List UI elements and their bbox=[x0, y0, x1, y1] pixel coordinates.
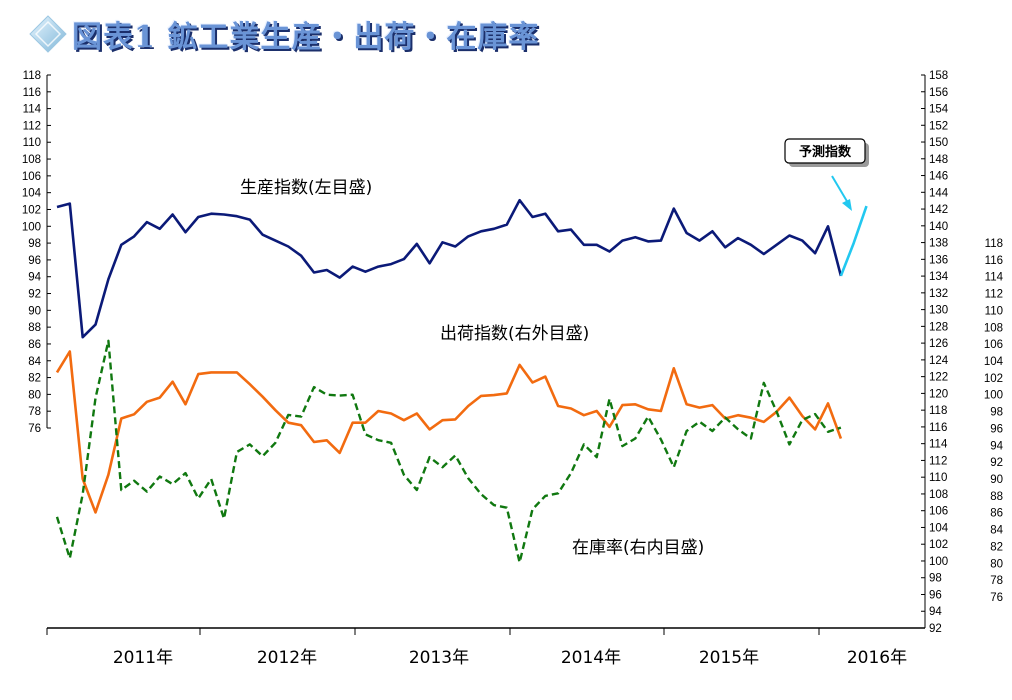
right-inner-tick-label: 94 bbox=[990, 440, 1003, 452]
right-inner-tick-label: 92 bbox=[990, 457, 1003, 469]
right-outer-tick-label: 150 bbox=[929, 137, 948, 149]
right-outer-tick-label: 134 bbox=[929, 271, 949, 283]
right-outer-tick-label: 144 bbox=[929, 187, 949, 199]
right-outer-tick-label: 98 bbox=[929, 573, 942, 585]
right-inner-tick-label: 80 bbox=[990, 558, 1003, 570]
right-outer-tick-label: 114 bbox=[929, 439, 948, 451]
right-outer-tick-label: 142 bbox=[929, 204, 948, 216]
right-outer-tick-label: 100 bbox=[929, 556, 948, 568]
left-tick-label: 90 bbox=[28, 305, 41, 317]
right-inner-tick-label: 96 bbox=[990, 423, 1003, 435]
right-inner-tick-label: 84 bbox=[990, 525, 1003, 537]
right-outer-tick-label: 136 bbox=[929, 254, 948, 266]
right-inner-tick-label: 118 bbox=[985, 238, 1003, 250]
right-outer-tick-label: 128 bbox=[929, 321, 948, 333]
x-tick-label: 2014年 bbox=[561, 648, 621, 668]
right-outer-tick-label: 96 bbox=[929, 589, 942, 601]
series-line-production bbox=[56, 198, 843, 339]
left-tick-label: 80 bbox=[28, 389, 41, 401]
left-tick-label: 94 bbox=[28, 272, 41, 284]
series-line-inventory bbox=[55, 339, 842, 564]
left-tick-label: 114 bbox=[23, 104, 42, 116]
right-inner-tick-label: 88 bbox=[990, 491, 1003, 503]
left-tick-label: 104 bbox=[22, 188, 42, 200]
x-tick-label: 2011年 bbox=[113, 648, 173, 668]
right-outer-tick-label: 118 bbox=[929, 405, 947, 417]
forecast-arrow-head bbox=[842, 199, 852, 211]
x-tick-label: 2016年 bbox=[847, 648, 907, 668]
annotation-production: 生産指数(左目盛) bbox=[240, 178, 372, 198]
forecast-arrow-line bbox=[831, 175, 849, 204]
right-outer-tick-label: 112 bbox=[929, 455, 947, 467]
right-outer-tick-label: 120 bbox=[929, 388, 948, 400]
right-outer-tick-label: 102 bbox=[929, 539, 948, 551]
x-tick-label: 2015年 bbox=[699, 648, 759, 668]
right-inner-tick-label: 90 bbox=[990, 474, 1003, 486]
left-tick-label: 102 bbox=[22, 204, 41, 216]
annotation-inventory: 在庫率(右内目盛) bbox=[572, 538, 704, 558]
left-tick-label: 118 bbox=[23, 70, 41, 82]
series-line-forecast bbox=[839, 205, 868, 277]
right-outer-tick-label: 152 bbox=[929, 120, 948, 132]
left-tick-label: 84 bbox=[28, 356, 41, 368]
right-inner-tick-label: 76 bbox=[990, 592, 1003, 604]
right-inner-tick-label: 114 bbox=[985, 272, 1004, 284]
right-inner-tick-label: 106 bbox=[984, 339, 1003, 351]
right-outer-tick-label: 146 bbox=[929, 171, 948, 183]
right-outer-tick-label: 94 bbox=[929, 606, 942, 618]
right-outer-tick-label: 130 bbox=[929, 305, 948, 317]
right-outer-tick-label: 138 bbox=[929, 238, 948, 250]
right-outer-tick-label: 116 bbox=[929, 422, 947, 434]
chart-title-area: 図表1 鉱工業生産・出荷・在庫率 bbox=[28, 12, 539, 56]
right-outer-tick-label: 106 bbox=[929, 506, 948, 518]
right-inner-tick-label: 102 bbox=[984, 373, 1003, 385]
right-outer-tick-label: 126 bbox=[929, 338, 948, 350]
left-tick-label: 108 bbox=[22, 154, 41, 166]
x-tick-label: 2013年 bbox=[409, 648, 469, 668]
chart-title: 図表1 鉱工業生産・出荷・在庫率 bbox=[72, 20, 540, 55]
right-inner-tick-label: 86 bbox=[990, 508, 1003, 520]
series-line-shipments bbox=[55, 350, 843, 514]
left-tick-label: 116 bbox=[23, 87, 41, 99]
left-tick-label: 112 bbox=[23, 120, 41, 132]
right-outer-tick-label: 132 bbox=[929, 288, 948, 300]
left-tick-label: 98 bbox=[28, 238, 41, 250]
right-outer-tick-label: 148 bbox=[929, 154, 948, 166]
left-tick-label: 76 bbox=[28, 423, 41, 435]
right-inner-tick-label: 116 bbox=[985, 255, 1003, 267]
right-outer-tick-label: 124 bbox=[929, 355, 949, 367]
right-outer-tick-label: 156 bbox=[929, 87, 948, 99]
right-inner-tick-label: 98 bbox=[990, 407, 1003, 419]
right-inner-tick-label: 112 bbox=[985, 289, 1003, 301]
left-tick-label: 100 bbox=[22, 221, 41, 233]
left-tick-label: 92 bbox=[28, 289, 41, 301]
left-tick-label: 88 bbox=[28, 322, 41, 334]
forecast-callout-box bbox=[784, 138, 866, 164]
left-tick-label: 96 bbox=[28, 255, 41, 267]
left-tick-label: 86 bbox=[28, 339, 41, 351]
left-tick-label: 106 bbox=[22, 171, 41, 183]
right-outer-tick-label: 154 bbox=[929, 104, 949, 116]
right-outer-tick-label: 108 bbox=[929, 489, 948, 501]
right-outer-tick-label: 104 bbox=[929, 522, 949, 534]
left-tick-label: 78 bbox=[28, 406, 41, 418]
right-outer-tick-label: 158 bbox=[929, 70, 948, 82]
diamond-icon bbox=[29, 15, 67, 53]
right-outer-tick-label: 122 bbox=[929, 372, 948, 384]
right-inner-tick-label: 110 bbox=[985, 305, 1003, 317]
right-inner-tick-label: 82 bbox=[990, 541, 1003, 553]
forecast-callout-label: 予測指数 bbox=[799, 144, 852, 160]
annotation-shipments: 出荷指数(右外目盛) bbox=[440, 324, 589, 344]
left-tick-label: 82 bbox=[28, 373, 41, 385]
right-inner-tick-label: 78 bbox=[990, 575, 1003, 587]
left-tick-label: 110 bbox=[23, 137, 41, 149]
right-inner-tick-label: 108 bbox=[984, 322, 1003, 334]
right-outer-tick-label: 92 bbox=[929, 623, 942, 635]
x-tick-label: 2012年 bbox=[257, 648, 317, 668]
right-outer-tick-label: 140 bbox=[929, 221, 948, 233]
right-inner-tick-label: 100 bbox=[984, 390, 1003, 402]
right-inner-tick-label: 104 bbox=[984, 356, 1004, 368]
right-outer-tick-label: 110 bbox=[929, 472, 947, 484]
